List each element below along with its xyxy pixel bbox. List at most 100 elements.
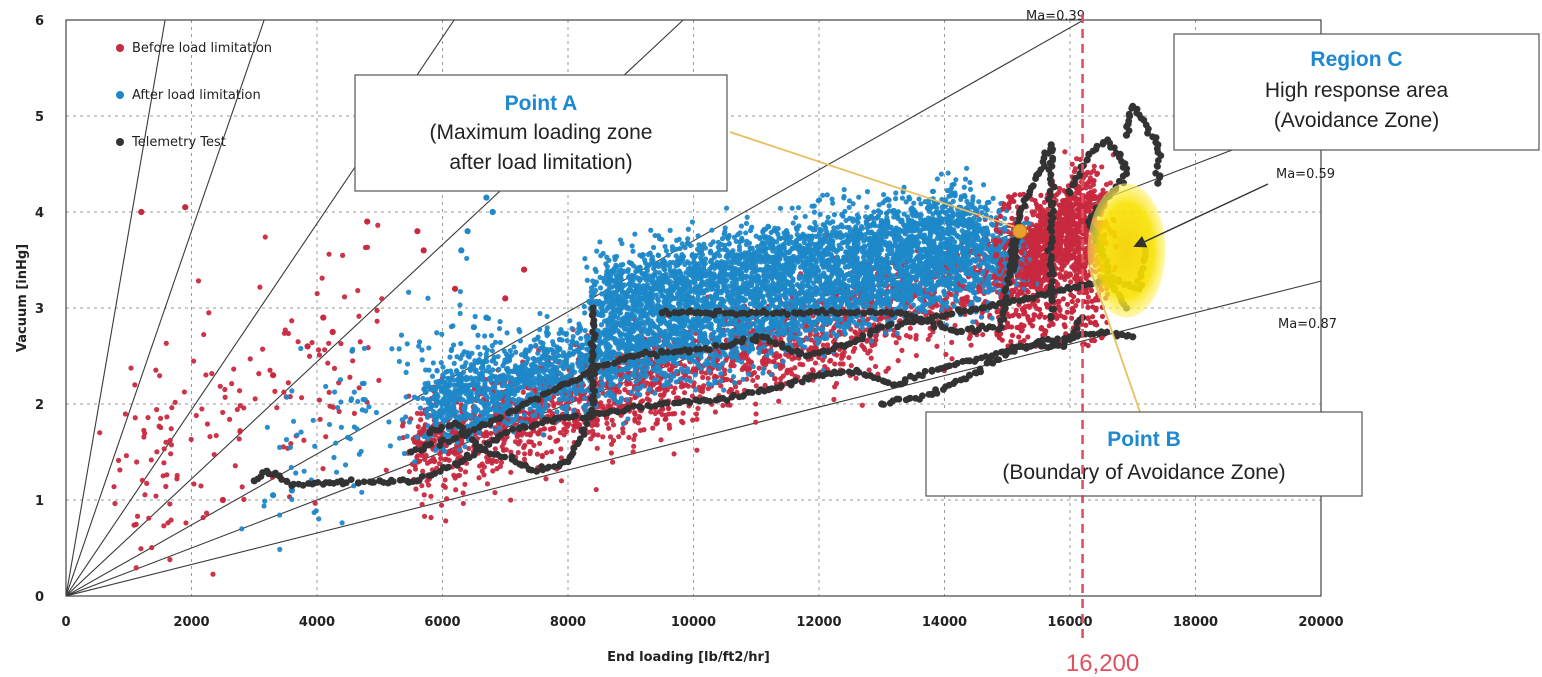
data-point: [541, 426, 548, 432]
data-point: [209, 370, 215, 377]
data-point: [942, 292, 948, 298]
data-point: [153, 493, 159, 499]
data-point: [979, 310, 985, 316]
data-point: [522, 442, 528, 448]
data-point: [650, 425, 656, 431]
data-point: [446, 457, 452, 463]
data-point: [693, 387, 699, 393]
data-point: [148, 457, 154, 463]
data-point: [237, 428, 243, 434]
data-point: [654, 417, 661, 423]
data-point: [350, 358, 356, 364]
data-point: [145, 414, 151, 421]
data-point: [753, 419, 759, 425]
data-point: [746, 359, 752, 365]
data-point: [628, 389, 634, 395]
data-point: [771, 359, 777, 365]
data-point: [498, 459, 505, 465]
data-point: [301, 437, 307, 443]
data-point: [445, 451, 451, 457]
data-point: [1057, 260, 1063, 266]
data-point: [625, 416, 631, 422]
data-point: [406, 468, 413, 475]
data-point: [198, 483, 204, 489]
data-point: [820, 342, 826, 348]
data-point: [657, 385, 663, 391]
ratio-line: [66, 20, 265, 596]
data-point: [832, 361, 838, 367]
data-point: [164, 414, 170, 420]
data-point: [699, 389, 706, 395]
data-point: [128, 365, 134, 371]
data-point: [420, 468, 426, 474]
data-point: [1100, 187, 1106, 193]
data-point: [338, 340, 344, 347]
data-point: [952, 322, 958, 329]
data-point: [451, 285, 459, 292]
data-point: [616, 383, 622, 389]
data-point: [750, 377, 756, 384]
data-point: [833, 380, 840, 387]
data-point: [425, 482, 432, 488]
data-point: [1072, 268, 1078, 274]
data-point: [732, 384, 739, 390]
data-point: [600, 434, 606, 440]
data-point: [564, 338, 570, 344]
data-point: [673, 368, 680, 374]
data-point: [481, 433, 487, 439]
data-point: [309, 339, 315, 346]
data-point: [436, 460, 443, 467]
data-point: [142, 492, 148, 498]
data-point: [440, 483, 447, 489]
data-point: [563, 405, 569, 412]
data-point: [660, 393, 666, 399]
data-point: [316, 352, 323, 358]
data-point: [722, 367, 728, 373]
data-point: [111, 484, 117, 490]
data-point: [895, 358, 901, 364]
data-point: [681, 390, 688, 396]
data-point: [1073, 259, 1079, 265]
data-point: [975, 283, 982, 290]
data-point: [236, 388, 243, 394]
data-point: [262, 234, 268, 240]
data-point: [488, 430, 494, 436]
data-point: [549, 425, 555, 431]
data-point: [720, 402, 726, 409]
data-point: [551, 403, 557, 409]
data-point: [831, 396, 837, 403]
data-point: [872, 363, 879, 370]
data-point: [809, 367, 816, 373]
data-point: [414, 228, 421, 235]
data-point: [555, 437, 561, 443]
data-point: [509, 377, 515, 383]
data-point: [239, 484, 245, 490]
data-point: [161, 460, 167, 466]
data-point: [756, 365, 762, 371]
data-point: [1073, 302, 1079, 309]
data-point: [420, 247, 427, 254]
data-point: [642, 371, 648, 377]
data-point: [907, 334, 913, 340]
data-point: [595, 432, 601, 438]
data-point: [438, 502, 445, 508]
data-point: [816, 354, 822, 361]
data-point: [515, 449, 521, 456]
data-point: [637, 427, 644, 433]
data-point: [864, 338, 870, 344]
data-point: [848, 335, 855, 341]
data-point: [376, 377, 382, 383]
data-point: [326, 389, 332, 395]
data-point: [753, 401, 759, 407]
data-point: [122, 411, 129, 417]
data-point: [1094, 170, 1101, 176]
data-point: [314, 290, 320, 297]
data-point: [520, 266, 528, 273]
data-point: [167, 501, 173, 507]
data-point: [721, 371, 728, 377]
data-point: [526, 439, 532, 445]
data-point: [413, 486, 419, 492]
data-point: [97, 430, 103, 436]
data-point: [648, 409, 654, 415]
data-point: [978, 314, 985, 320]
